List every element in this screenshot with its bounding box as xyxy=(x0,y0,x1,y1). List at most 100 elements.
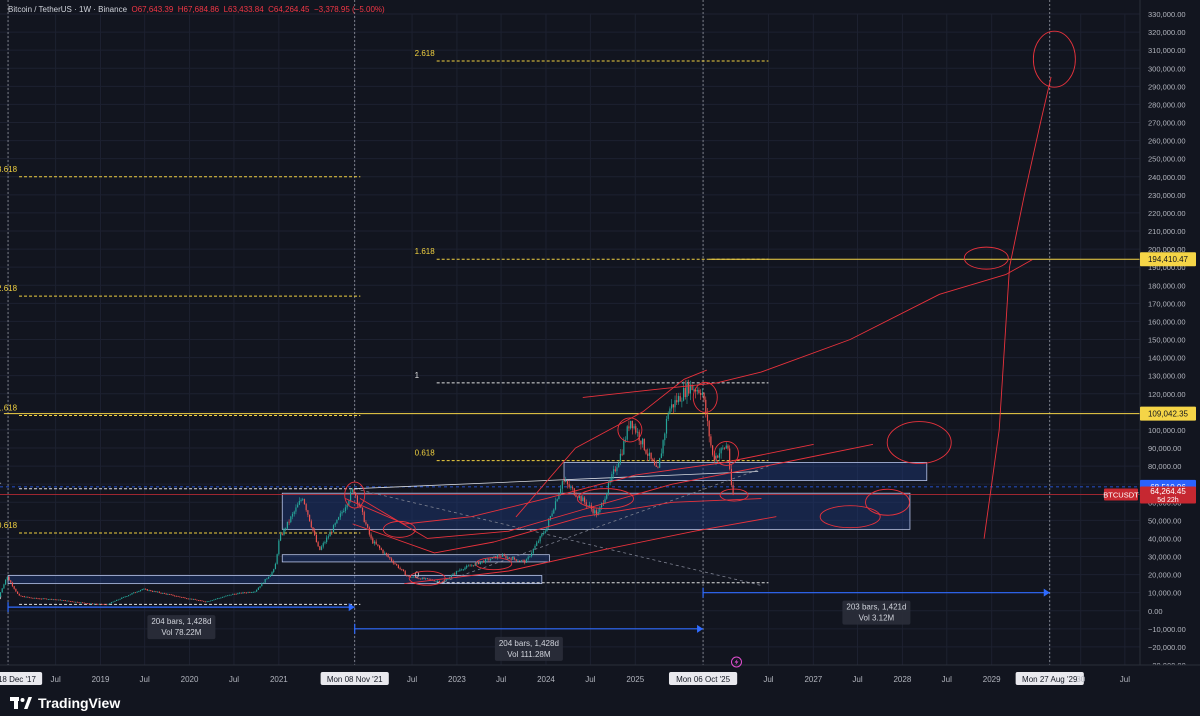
candle-body xyxy=(317,542,319,547)
candle-body xyxy=(582,497,584,502)
candle-body xyxy=(396,564,398,566)
time-tick-label: 2020 xyxy=(181,675,199,684)
price-tick-label: 330,000.00 xyxy=(1148,10,1186,19)
candle-body xyxy=(612,469,615,475)
candle xyxy=(11,581,14,588)
candle-body xyxy=(244,592,246,594)
candle xyxy=(421,577,423,580)
candle-body xyxy=(501,554,504,557)
candle-body xyxy=(455,571,458,575)
time-tick-label: 2019 xyxy=(92,675,110,684)
candle-body xyxy=(592,508,594,514)
candle xyxy=(153,590,155,592)
candle-body xyxy=(240,592,242,594)
candle-body xyxy=(419,578,422,580)
candle-body xyxy=(184,597,186,599)
time-tick-label: Jul xyxy=(229,675,239,684)
candle-body xyxy=(179,596,181,598)
candle-body xyxy=(18,593,20,596)
candle xyxy=(336,519,338,524)
time-axis[interactable]: Mon 18 Dec '17 Jul 2019 Jul 2020 Jul 2021 Mon 0… xyxy=(0,656,1200,690)
candle xyxy=(237,592,239,595)
candle-body xyxy=(527,556,529,560)
candle-body xyxy=(672,404,674,408)
tradingview-logo[interactable]: TradingView xyxy=(10,695,120,711)
measure-arrow xyxy=(1043,588,1050,597)
candle-body xyxy=(525,559,528,563)
candle-body xyxy=(517,560,519,562)
date-highlight-bg xyxy=(668,672,738,685)
brand-name: TradingView xyxy=(38,695,121,711)
candle-body xyxy=(232,593,234,595)
symbol-header[interactable]: Bitcoin / TetherUS · 1W · Binance O67,64… xyxy=(8,5,385,14)
candle xyxy=(1,588,3,593)
candle xyxy=(107,603,109,605)
candle xyxy=(435,580,437,582)
candle-body xyxy=(708,420,710,437)
measure-vol-label: Vol 3.12M xyxy=(859,614,895,623)
candle xyxy=(105,604,107,606)
candle-body xyxy=(601,503,603,508)
candle-body xyxy=(594,510,596,514)
candle xyxy=(387,553,389,558)
measure-arrow xyxy=(348,603,355,612)
candle xyxy=(706,407,709,427)
candle xyxy=(227,595,229,597)
candle xyxy=(459,568,461,572)
candle-body xyxy=(216,598,218,600)
candle xyxy=(314,528,316,537)
candle-body xyxy=(558,493,560,500)
price-axis[interactable]: −30,000.00−20,000.00−10,000.000.0010,000… xyxy=(1139,0,1200,670)
candle xyxy=(633,423,635,430)
candle xyxy=(503,553,505,557)
candle-body xyxy=(467,565,470,567)
candle-body xyxy=(343,510,345,513)
candle xyxy=(341,510,343,516)
symbol-title[interactable]: Bitcoin / TetherUS · 1W · Binance xyxy=(8,5,128,14)
date-highlight-bg xyxy=(0,672,43,685)
candle-body xyxy=(271,572,273,576)
candle xyxy=(416,577,418,579)
candle xyxy=(98,603,101,605)
candle-body xyxy=(25,596,27,598)
candle xyxy=(700,389,702,400)
candle xyxy=(408,575,410,577)
candle-body xyxy=(367,524,369,528)
candle xyxy=(69,601,72,602)
candle xyxy=(155,591,157,593)
candle-body xyxy=(447,579,449,580)
fib-label: 1.618 xyxy=(0,403,18,412)
candle xyxy=(544,528,546,534)
candle xyxy=(204,601,207,603)
ohlc-open: O67,643.39 xyxy=(131,5,174,14)
candle xyxy=(288,519,290,526)
candle-body xyxy=(85,602,87,604)
candle xyxy=(722,445,724,451)
candle-body xyxy=(129,594,131,596)
candle-body xyxy=(295,507,297,512)
candle-body xyxy=(80,602,82,604)
candle-body xyxy=(28,597,31,599)
time-tick-label: Jul xyxy=(763,675,773,684)
candle xyxy=(63,600,65,601)
candle xyxy=(527,555,529,561)
candle xyxy=(209,600,212,602)
candle-body xyxy=(435,581,437,582)
candle xyxy=(382,549,384,555)
candle-body xyxy=(68,600,70,602)
time-tick-label: Jul xyxy=(407,675,417,684)
candle-body xyxy=(283,528,285,535)
candle xyxy=(59,599,61,601)
candle-body xyxy=(208,601,210,602)
candle-body xyxy=(450,575,452,578)
fib-label: 2.618 xyxy=(415,49,436,58)
candle-body xyxy=(573,488,575,496)
price-tick-label: 230,000.00 xyxy=(1148,191,1186,200)
fib-label: 1 xyxy=(415,371,420,380)
time-tick-label: Jul xyxy=(585,675,595,684)
candle-body xyxy=(92,603,94,605)
candle-body xyxy=(46,598,48,600)
candle-body xyxy=(288,521,290,523)
